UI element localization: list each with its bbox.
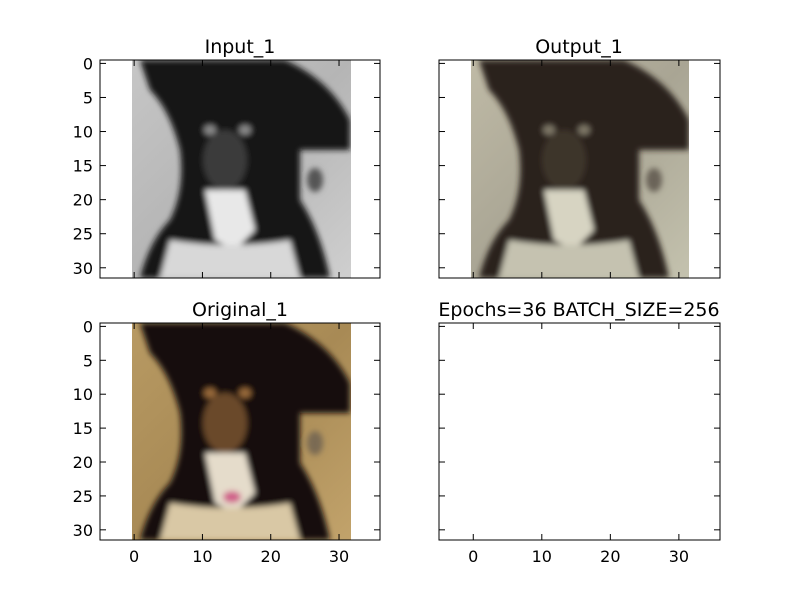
image-original <box>132 323 351 540</box>
x-tick-label-empty: 10 <box>532 547 552 566</box>
axes-frame-input <box>99 59 381 279</box>
x-axis-original: 0 10 20 30 <box>129 323 349 566</box>
x-tick-label-original: 10 <box>192 547 212 566</box>
y-tick-label-input: 15 <box>73 157 93 176</box>
panel-input: Input_1 0 5 10 15 20 25 30 <box>73 36 381 279</box>
panel-empty: Epochs=36 BATCH_SIZE=256 0 10 20 30 <box>438 299 721 566</box>
x-tick-label-original: 0 <box>129 547 139 566</box>
y-tick-label-original: 0 <box>83 317 93 336</box>
axes-frame-empty <box>438 322 721 541</box>
y-tick-label-original: 25 <box>73 487 93 506</box>
panel-title-original: Original_1 <box>192 299 288 321</box>
y-axis-empty <box>439 325 720 531</box>
image-input <box>132 60 351 278</box>
x-tick-label-empty: 0 <box>468 547 478 566</box>
x-tick-label-empty: 30 <box>669 547 689 566</box>
y-tick-label-input: 10 <box>73 123 93 142</box>
y-tick-label-input: 20 <box>73 191 93 210</box>
axes-frame-original <box>99 322 381 541</box>
y-tick-label-input: 5 <box>83 88 93 107</box>
y-axis-input: 0 5 10 15 20 25 30 <box>73 54 380 278</box>
x-tick-label-original: 30 <box>329 547 349 566</box>
x-axis-input <box>133 60 340 278</box>
y-axis-original: 0 5 10 15 20 25 30 <box>73 317 380 540</box>
y-tick-label-input: 25 <box>73 225 93 244</box>
y-tick-label-original: 10 <box>73 385 93 404</box>
x-axis-empty: 0 10 20 30 <box>468 323 689 566</box>
axes-frame-output <box>438 59 721 279</box>
panel-title-input: Input_1 <box>205 36 276 58</box>
y-tick-label-original: 5 <box>83 351 93 370</box>
image-output <box>471 60 689 278</box>
y-tick-label-original: 15 <box>73 419 93 438</box>
panel-original: Original_1 0 5 10 15 20 25 30 0 10 20 30 <box>73 299 381 566</box>
x-axis-output <box>472 60 680 278</box>
panel-output: Output_1 <box>438 36 721 279</box>
x-tick-label-empty: 20 <box>600 547 620 566</box>
y-tick-label-original: 30 <box>73 521 93 540</box>
y-tick-label-original: 20 <box>73 453 93 472</box>
y-tick-label-input: 0 <box>83 54 93 73</box>
panel-title-output: Output_1 <box>535 36 623 58</box>
panel-title-empty: Epochs=36 BATCH_SIZE=256 <box>438 299 719 321</box>
y-axis-output <box>439 62 720 269</box>
x-tick-label-original: 20 <box>261 547 281 566</box>
y-tick-label-input: 30 <box>73 259 93 278</box>
